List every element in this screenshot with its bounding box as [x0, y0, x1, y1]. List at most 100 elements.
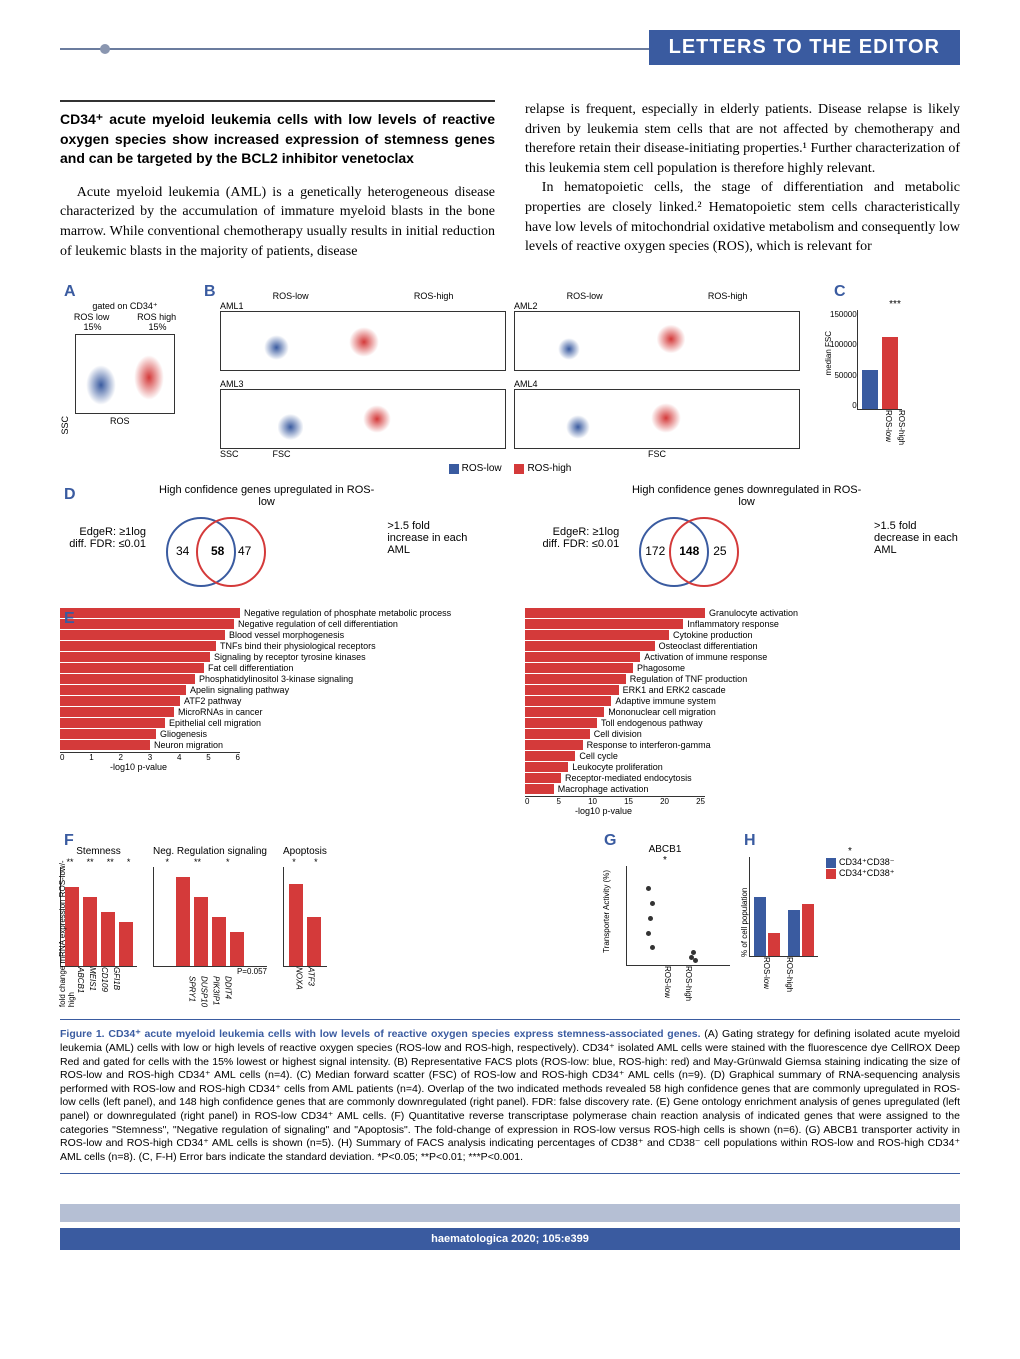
hbar-row: Mononuclear cell migration: [525, 707, 960, 717]
h-sig: *: [740, 846, 960, 857]
hbar-label: Epithelial cell migration: [169, 718, 261, 728]
hbar: [60, 729, 156, 739]
hbar-row: ERK1 and ERK2 cascade: [525, 685, 960, 695]
panel-label-H: H: [744, 832, 756, 850]
hbar-label: Inflammatory response: [687, 619, 779, 629]
dot-icon: [646, 886, 651, 891]
panel-C: C *** 150000 100000 50000 0 median FSC: [830, 281, 960, 474]
f-y-axis: fold change mRNA expression ROS-low/-hig…: [58, 860, 76, 1007]
panel-label-F: F: [64, 832, 74, 850]
hbar-row: Activation of immune response: [525, 652, 960, 662]
section-title: LETTERS TO THE EDITOR: [649, 30, 960, 65]
hbar: [525, 751, 575, 761]
hbar-label: Neuron migration: [154, 740, 223, 750]
hbar: [525, 718, 597, 728]
hbar-label: Leukocyte proliferation: [572, 762, 663, 772]
venn-right-rightlabel: >1.5 fold decrease in each AML: [874, 520, 960, 556]
aml1-label: AML1: [220, 301, 506, 311]
hbar: [60, 652, 210, 662]
column-left: CD34⁺ acute myeloid leukemia cells with …: [60, 100, 495, 261]
f-bar: [212, 917, 226, 967]
g-xlabel: ROS-high: [684, 966, 693, 1001]
f-bar: [307, 917, 321, 967]
c-xlabel-high: ROS-high: [897, 410, 906, 445]
legend-icon: [826, 858, 836, 868]
gene-label: CD109: [100, 967, 109, 993]
dots-red-icon: [363, 405, 391, 433]
hbar-row: Gliogenesis: [60, 729, 495, 739]
hbar: [525, 652, 640, 662]
hbar-row: Adaptive immune system: [525, 696, 960, 706]
g-y-axis: Transporter Activity (%): [602, 870, 611, 953]
aml-block-4: AML4 FSC: [514, 379, 800, 459]
hbar: [525, 685, 619, 695]
gene-label: MEIS1: [88, 967, 97, 993]
h-bar: [768, 933, 780, 956]
hbar-label: Macrophage activation: [558, 784, 649, 794]
hbar: [525, 619, 683, 629]
hbar: [525, 762, 568, 772]
panel-label-E: E: [64, 610, 75, 628]
panel-D: D EdgeR: ≥1log diff. FDR: ≤0.01 High con…: [60, 484, 960, 592]
hbar-row: Phagosome: [525, 663, 960, 673]
ros-high-label: ROS high: [137, 312, 176, 322]
hbar-label: Response to interferon-gamma: [587, 740, 711, 750]
hbar-label: Signaling by receptor tyrosine kinases: [214, 652, 366, 662]
hbar-label: Negative regulation of phosphate metabol…: [244, 608, 451, 618]
aml3-label: AML3: [220, 379, 506, 389]
hbar-row: Response to interferon-gamma: [525, 740, 960, 750]
figure-caption: Figure 1. CD34⁺ acute myeloid leukemia c…: [60, 1019, 960, 1173]
f-subpanel: Apoptosis**NOXAATF3: [283, 846, 327, 1007]
hbar: [525, 740, 583, 750]
f-bar-group: [153, 867, 267, 967]
hbar-row: Signaling by receptor tyrosine kinases: [60, 652, 495, 662]
venn-circle-icon: [196, 517, 266, 587]
c-y-axis: median FSC: [824, 331, 833, 375]
f-bar: [101, 912, 115, 966]
b-hdr-high2: ROS-high: [708, 291, 748, 301]
hbar-label: Negative regulation of cell differentiat…: [238, 619, 398, 629]
c-ytick: 0: [830, 401, 857, 410]
bar-chart-C: [857, 310, 902, 410]
h-bar: [788, 910, 800, 957]
hbar-label: Apelin signaling pathway: [190, 685, 289, 695]
bar-ros-low: [862, 370, 878, 410]
f-bar: [83, 897, 97, 966]
hbar-row: Macrophage activation: [525, 784, 960, 794]
b-x-axis: FSC: [273, 449, 291, 459]
hbar: [60, 641, 216, 651]
hbar-label: MicroRNAs in cancer: [178, 707, 263, 717]
hbar-label: ATF2 pathway: [184, 696, 241, 706]
hbar-label: Granulocyte activation: [709, 608, 798, 618]
x-axis-label: -log10 p-value: [110, 762, 495, 772]
hbar-row: Fat cell differentiation: [60, 663, 495, 673]
hbar: [60, 663, 204, 673]
dots-blue-icon: [264, 335, 289, 360]
body-para-2: relapse is frequent, especially in elder…: [525, 100, 960, 178]
pct-high: 15%: [148, 322, 166, 332]
dots-red-icon: [651, 403, 681, 433]
hbar: [525, 674, 626, 684]
g-xlabel: ROS-low: [663, 966, 672, 1001]
hbar: [525, 663, 633, 673]
dot-icon: [648, 916, 653, 921]
x-axis-label: -log10 p-value: [575, 806, 960, 816]
hbar-label: Osteoclast differentiation: [659, 641, 758, 651]
hbar: [525, 784, 554, 794]
page-footer: haematologica 2020; 105:e399: [60, 1204, 960, 1250]
hbar: [60, 674, 195, 684]
venn-left: EdgeR: ≥1log diff. FDR: ≤0.01 High confi…: [60, 484, 473, 592]
h-xlabel: ROS-low: [762, 957, 771, 992]
hbar-label: Gliogenesis: [160, 729, 207, 739]
header-band: LETTERS TO THE EDITOR: [60, 30, 960, 70]
hbar-label: Cell cycle: [579, 751, 618, 761]
hbar-row: ATF2 pathway: [60, 696, 495, 706]
c-ytick: 150000: [830, 310, 857, 319]
x-axis-A: ROS: [110, 416, 130, 435]
hbar: [60, 696, 180, 706]
hbar: [60, 740, 150, 750]
venn-n-right: 25: [713, 544, 726, 558]
flow-plot-A: [75, 334, 175, 414]
hbar-label: Blood vessel morphogenesis: [229, 630, 344, 640]
ros-high-population: [134, 355, 164, 400]
